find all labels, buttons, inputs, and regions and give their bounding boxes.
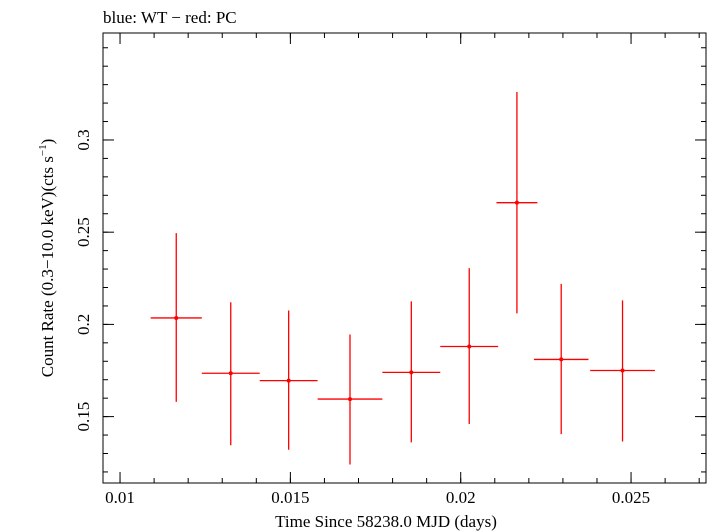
data-point-marker — [467, 344, 472, 349]
y-tick-label: 0.15 — [74, 402, 93, 432]
data-point-marker — [347, 397, 352, 402]
data-point-marker — [514, 200, 519, 205]
plot-frame — [102, 32, 707, 484]
data-point-marker — [620, 368, 625, 373]
data-point-marker — [559, 357, 564, 362]
x-tick-label: 0.015 — [271, 488, 309, 507]
data-point-marker — [228, 371, 233, 376]
y-axis-label-end: ) — [38, 139, 57, 145]
y-tick-label: 0.2 — [74, 314, 93, 335]
y-axis-label-main: Count Rate (0.3−10.0 keV)(cts s — [38, 156, 57, 377]
x-tick-labels: 0.01 0.015 0.02 0.025 — [105, 488, 650, 507]
x-axis-label: Time Since 58238.0 MJD (days) — [275, 512, 497, 531]
chart-title: blue: WT − red: PC — [103, 8, 237, 27]
y-axis-label: Count Rate (0.3−10.0 keV)(cts s−1) — [37, 139, 57, 378]
x-tick-label: 0.025 — [612, 488, 650, 507]
y-tick-label: 0.3 — [74, 129, 93, 150]
y-axis-label-superscript: −1 — [37, 144, 49, 156]
data-point-marker — [286, 378, 291, 383]
x-tick-label: 0.02 — [446, 488, 476, 507]
data-points — [150, 92, 655, 465]
axis-ticks — [103, 33, 706, 483]
x-tick-label: 0.01 — [105, 488, 135, 507]
data-point-marker — [174, 315, 179, 320]
y-tick-label: 0.25 — [74, 217, 93, 247]
data-point-marker — [409, 370, 414, 375]
y-tick-labels: 0.15 0.2 0.25 0.3 — [74, 129, 93, 431]
